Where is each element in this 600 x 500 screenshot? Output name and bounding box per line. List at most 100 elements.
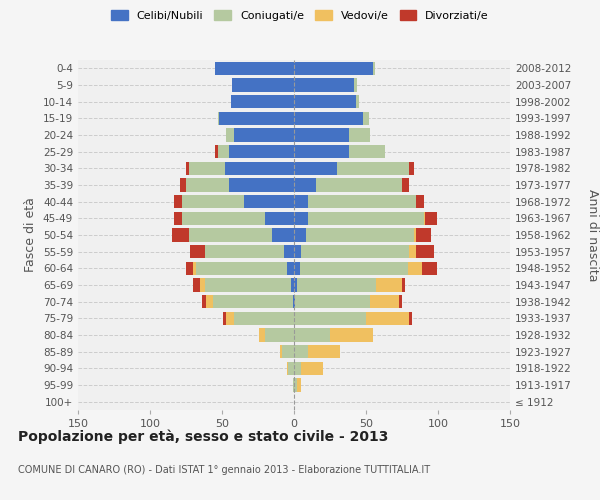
Bar	[193, 262, 196, 275]
Bar	[409, 245, 416, 258]
Bar	[293, 378, 294, 392]
Bar	[265, 212, 294, 225]
Bar	[416, 245, 434, 258]
Bar	[226, 128, 233, 141]
Y-axis label: Anni di nascita: Anni di nascita	[586, 188, 599, 281]
Bar	[416, 228, 431, 241]
Bar	[408, 262, 422, 275]
Bar	[202, 295, 206, 308]
Bar	[399, 295, 402, 308]
Bar	[226, 312, 233, 325]
Bar	[186, 162, 189, 175]
Bar	[265, 328, 294, 342]
Bar	[175, 212, 182, 225]
Bar	[283, 345, 294, 358]
Bar	[316, 178, 402, 192]
Bar	[288, 362, 294, 375]
Bar	[308, 345, 340, 358]
Bar	[200, 278, 205, 291]
Bar	[205, 278, 291, 291]
Bar	[301, 245, 409, 258]
Bar	[308, 195, 416, 208]
Bar	[218, 145, 229, 158]
Bar	[294, 245, 301, 258]
Bar	[366, 312, 409, 325]
Bar	[373, 62, 374, 75]
Bar	[182, 212, 265, 225]
Bar	[259, 328, 265, 342]
Bar	[294, 78, 355, 92]
Bar	[402, 278, 405, 291]
Bar	[175, 195, 182, 208]
Bar	[233, 128, 294, 141]
Bar	[225, 162, 294, 175]
Bar	[190, 245, 205, 258]
Bar	[413, 228, 416, 241]
Bar	[308, 212, 424, 225]
Bar	[294, 95, 356, 108]
Bar	[416, 195, 424, 208]
Bar	[297, 378, 301, 392]
Bar	[233, 312, 294, 325]
Bar	[180, 178, 186, 192]
Bar	[294, 178, 316, 192]
Bar	[215, 62, 294, 75]
Bar	[294, 345, 308, 358]
Bar	[294, 278, 297, 291]
Bar	[215, 145, 218, 158]
Bar	[223, 312, 226, 325]
Bar	[230, 95, 294, 108]
Bar	[218, 112, 219, 125]
Bar	[284, 245, 294, 258]
Bar	[349, 145, 385, 158]
Bar	[294, 228, 305, 241]
Text: Popolazione per età, sesso e stato civile - 2013: Popolazione per età, sesso e stato civil…	[18, 430, 388, 444]
Bar	[294, 145, 349, 158]
Bar	[294, 295, 295, 308]
Bar	[294, 195, 308, 208]
Y-axis label: Fasce di età: Fasce di età	[25, 198, 37, 272]
Bar	[189, 228, 272, 241]
Bar	[294, 378, 297, 392]
Bar	[229, 145, 294, 158]
Bar	[294, 162, 337, 175]
Bar	[363, 112, 369, 125]
Bar	[297, 278, 376, 291]
Bar	[280, 345, 283, 358]
Text: COMUNE DI CANARO (RO) - Dati ISTAT 1° gennaio 2013 - Elaborazione TUTTITALIA.IT: COMUNE DI CANARO (RO) - Dati ISTAT 1° ge…	[18, 465, 430, 475]
Bar	[193, 278, 200, 291]
Bar	[402, 178, 409, 192]
Bar	[214, 295, 293, 308]
Bar	[287, 262, 294, 275]
Bar	[300, 262, 408, 275]
Bar	[409, 312, 412, 325]
Bar	[422, 262, 437, 275]
Bar	[294, 62, 373, 75]
Bar	[425, 212, 437, 225]
Bar	[294, 262, 300, 275]
Bar	[294, 328, 330, 342]
Bar	[229, 178, 294, 192]
Bar	[301, 362, 323, 375]
Bar	[287, 362, 288, 375]
Bar	[206, 295, 214, 308]
Bar	[244, 195, 294, 208]
Bar	[189, 162, 225, 175]
Bar	[409, 162, 413, 175]
Bar	[272, 228, 294, 241]
Bar	[370, 295, 399, 308]
Bar	[424, 212, 425, 225]
Bar	[172, 228, 189, 241]
Bar	[305, 228, 413, 241]
Bar	[330, 328, 373, 342]
Bar	[232, 78, 294, 92]
Bar	[186, 178, 229, 192]
Bar	[294, 112, 363, 125]
Bar	[294, 362, 301, 375]
Bar	[294, 212, 308, 225]
Bar	[295, 295, 370, 308]
Bar	[349, 128, 370, 141]
Bar	[186, 262, 193, 275]
Bar	[294, 312, 366, 325]
Bar	[376, 278, 402, 291]
